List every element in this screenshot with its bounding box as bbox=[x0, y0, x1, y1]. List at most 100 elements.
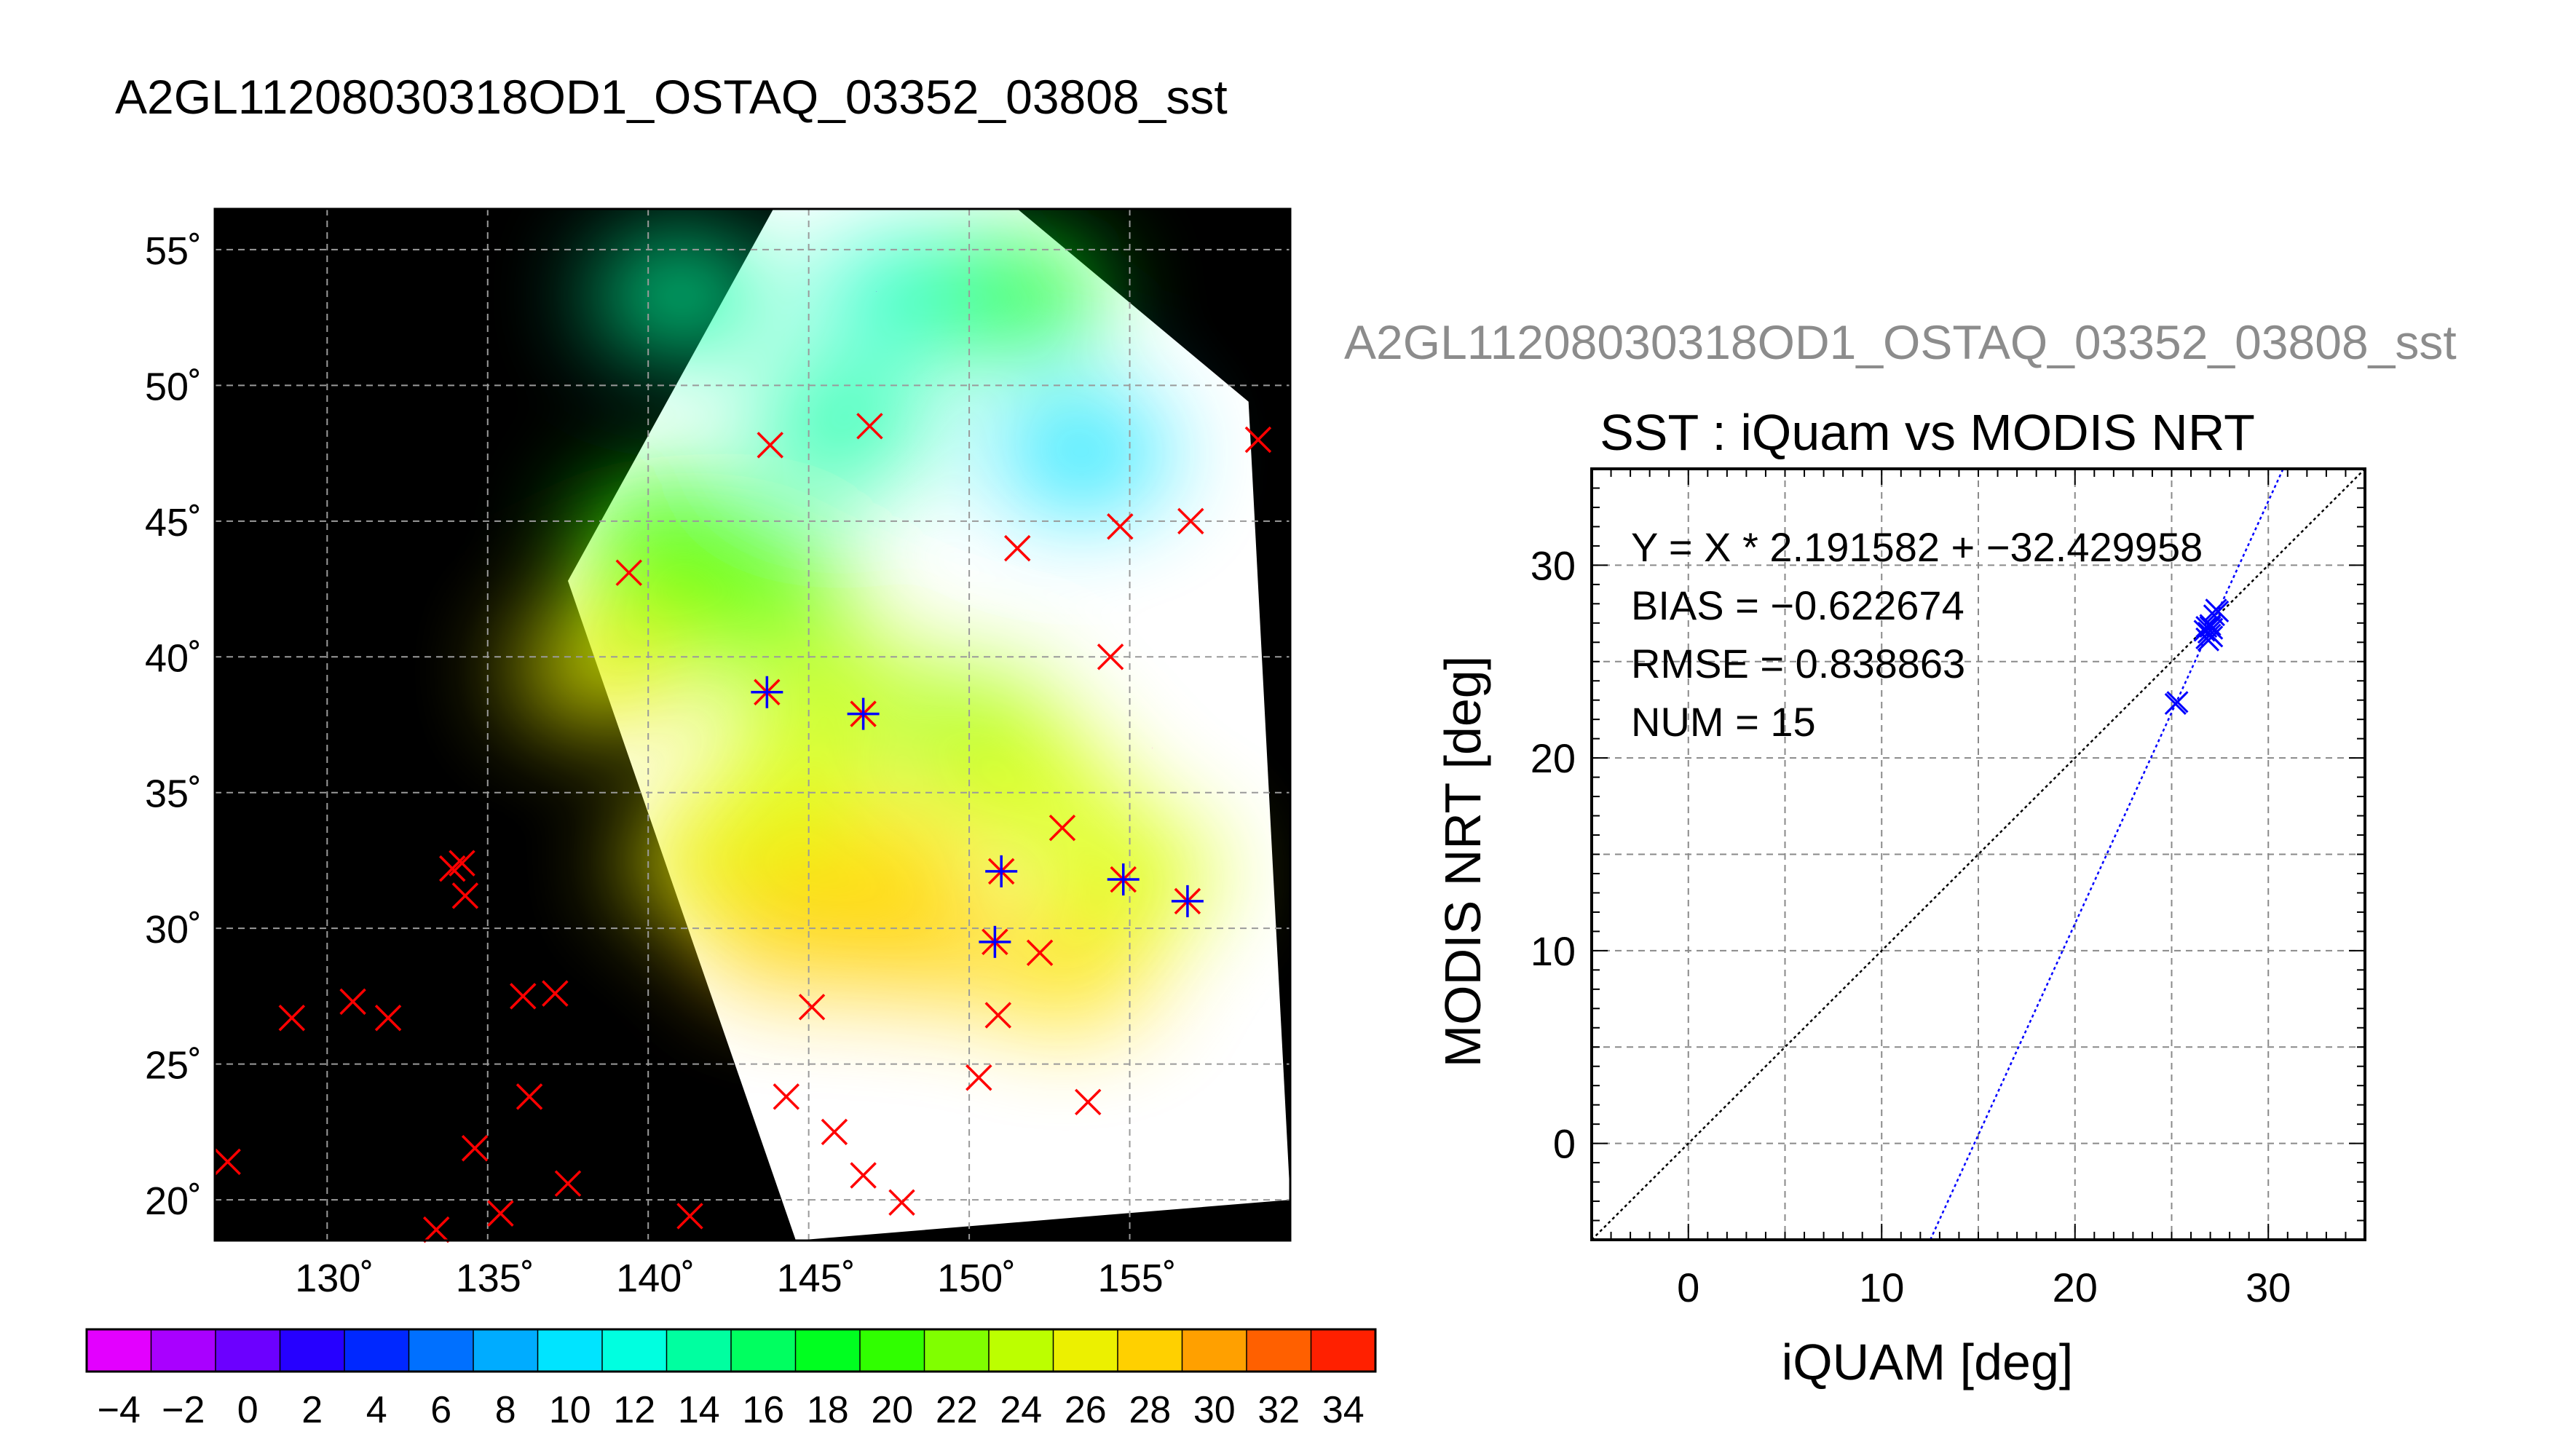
colorbar-cell bbox=[795, 1329, 861, 1372]
sst-sample bbox=[593, 241, 768, 351]
sst-sample bbox=[978, 914, 1153, 1024]
main-title: A2GL11208030318OD1_OSTAQ_03352_03808_sst bbox=[115, 70, 1228, 124]
colorbar-tick-label: 28 bbox=[1129, 1389, 1171, 1431]
iquam-point-stroke bbox=[676, 1203, 703, 1230]
scatter-point bbox=[2201, 617, 2224, 640]
sst-sample bbox=[801, 805, 976, 915]
map-lat-tick-label: 30˚ bbox=[145, 908, 202, 951]
sst-map: 130˚ 135˚ 140˚ 145˚ 150˚ 155˚ 20˚ 25˚ 30˚ 35˚ 40˚ 4… bbox=[145, 207, 1292, 1300]
iquam-point-stroke bbox=[798, 994, 826, 1021]
map-lon-tick-label: 150˚ bbox=[937, 1257, 1016, 1300]
colorbar-frame bbox=[85, 1328, 1377, 1373]
fit-line bbox=[1929, 469, 2284, 1240]
colorbar-tick-label: 4 bbox=[366, 1389, 387, 1431]
sst-sample bbox=[994, 398, 1169, 508]
map-lat-tick-label: 40˚ bbox=[145, 636, 202, 680]
colorbar-cell bbox=[1311, 1329, 1376, 1372]
iquam-point bbox=[965, 1064, 992, 1091]
colorbar-cell bbox=[280, 1329, 345, 1372]
iquam-point bbox=[461, 1134, 489, 1162]
iquam-point bbox=[516, 1083, 543, 1110]
iquam-point-stroke bbox=[850, 1162, 877, 1189]
sst-colorbar: −4 −2 0 2 4 6 8 10 12 14 16 18 20 22 24 26 28 30 32 34 bbox=[85, 1328, 1377, 1431]
scatter-point bbox=[2199, 623, 2222, 646]
colorbar-cell bbox=[666, 1329, 732, 1372]
scatter-point-stroke bbox=[2197, 629, 2220, 652]
colorbar-cell bbox=[1182, 1329, 1247, 1372]
matchup-point bbox=[979, 925, 1011, 958]
iquam-point-stroke bbox=[757, 432, 783, 459]
scatter-point-stroke bbox=[2166, 691, 2189, 713]
scatter-plot: Y = X * 2.191582 + −32.429958 BIAS = −0.6… bbox=[1434, 404, 2366, 1390]
iquam-point-stroke bbox=[1097, 644, 1124, 670]
iquam-point-stroke bbox=[965, 1064, 992, 1091]
colorbar-tick-label: −4 bbox=[98, 1389, 141, 1431]
colorbar-cell bbox=[989, 1329, 1054, 1372]
sst-sample bbox=[513, 615, 688, 725]
scatter-point bbox=[2195, 616, 2218, 638]
iquam-point-stroke bbox=[542, 980, 569, 1007]
iquam-point bbox=[888, 1189, 915, 1216]
iquam-point bbox=[449, 850, 475, 877]
iquam-point-stroke bbox=[487, 1200, 514, 1227]
map-lon-tick-label: 155˚ bbox=[1098, 1257, 1177, 1300]
iquam-point bbox=[757, 432, 783, 459]
iquam-point-stroke bbox=[510, 983, 537, 1010]
colorbar-cell bbox=[1118, 1329, 1182, 1372]
iquam-point-stroke bbox=[1107, 513, 1134, 540]
map-lat-tick-label: 45˚ bbox=[145, 501, 202, 545]
iquam-point bbox=[1097, 644, 1124, 670]
iquam-point-stroke bbox=[554, 1170, 582, 1197]
iquam-point bbox=[214, 1148, 241, 1176]
colorbar-cell bbox=[537, 1329, 603, 1372]
iquam-point-stroke bbox=[461, 1134, 489, 1162]
iquam-point bbox=[984, 1002, 1012, 1029]
map-lat-tick-label: 55˚ bbox=[145, 229, 202, 273]
scatter-plot-area bbox=[1592, 469, 2365, 1240]
iquam-point bbox=[510, 983, 537, 1010]
colorbar-cell bbox=[860, 1329, 925, 1372]
colorbar-tick-label: 6 bbox=[430, 1389, 451, 1431]
colorbar-cell bbox=[1053, 1329, 1118, 1372]
map-lat-tick-label: 50˚ bbox=[145, 365, 202, 408]
colorbar-tick-label: −2 bbox=[162, 1389, 205, 1431]
iquam-point bbox=[339, 988, 366, 1016]
map-frame bbox=[213, 207, 1292, 1242]
scatter-y-tick-label: 20 bbox=[1531, 735, 1576, 781]
iquam-point bbox=[542, 980, 569, 1007]
colorbar-cell bbox=[731, 1329, 796, 1372]
iquam-point bbox=[1049, 814, 1076, 842]
matchup-point bbox=[1171, 885, 1204, 917]
colorbar-cell bbox=[87, 1329, 151, 1372]
scatter-point bbox=[2166, 691, 2189, 713]
map-lon-tick-label: 140˚ bbox=[616, 1257, 695, 1300]
scatter-point bbox=[2205, 598, 2227, 621]
scatter-y-axis-label: MODIS NRT [deg] bbox=[1434, 656, 1491, 1067]
sst-sample bbox=[833, 887, 1008, 997]
iquam-point bbox=[422, 1216, 450, 1243]
iquam-point bbox=[850, 1162, 877, 1189]
scatter-stat-line: RMSE = 0.838863 bbox=[1631, 641, 1965, 687]
identity-line bbox=[1592, 469, 2365, 1240]
colorbar-tick-label: 34 bbox=[1322, 1389, 1365, 1431]
colorbar-tick-label: 24 bbox=[1000, 1389, 1042, 1431]
scatter-point bbox=[2197, 629, 2220, 652]
iquam-point-stroke bbox=[856, 413, 883, 440]
scatter-x-tick-label: 10 bbox=[1859, 1265, 1904, 1310]
iquam-point-stroke bbox=[451, 882, 479, 909]
iquam-point bbox=[676, 1203, 703, 1230]
scatter-y-tick-label: 10 bbox=[1531, 928, 1576, 974]
colorbar-tick-label: 20 bbox=[871, 1389, 913, 1431]
map-lon-tick-label: 145˚ bbox=[777, 1257, 856, 1300]
scatter-y-tick-label: 30 bbox=[1531, 542, 1576, 588]
iquam-point bbox=[856, 413, 883, 440]
scatter-x-tick-label: 0 bbox=[1677, 1265, 1699, 1310]
scatter-point-stroke bbox=[2201, 617, 2224, 640]
iquam-point-stroke bbox=[422, 1216, 450, 1243]
iquam-point bbox=[798, 994, 826, 1021]
iquam-point bbox=[487, 1200, 514, 1227]
colorbar-cell bbox=[344, 1329, 409, 1372]
iquam-point bbox=[1004, 534, 1031, 562]
scatter-point-stroke bbox=[2195, 616, 2218, 638]
colorbar-cell bbox=[924, 1329, 990, 1372]
